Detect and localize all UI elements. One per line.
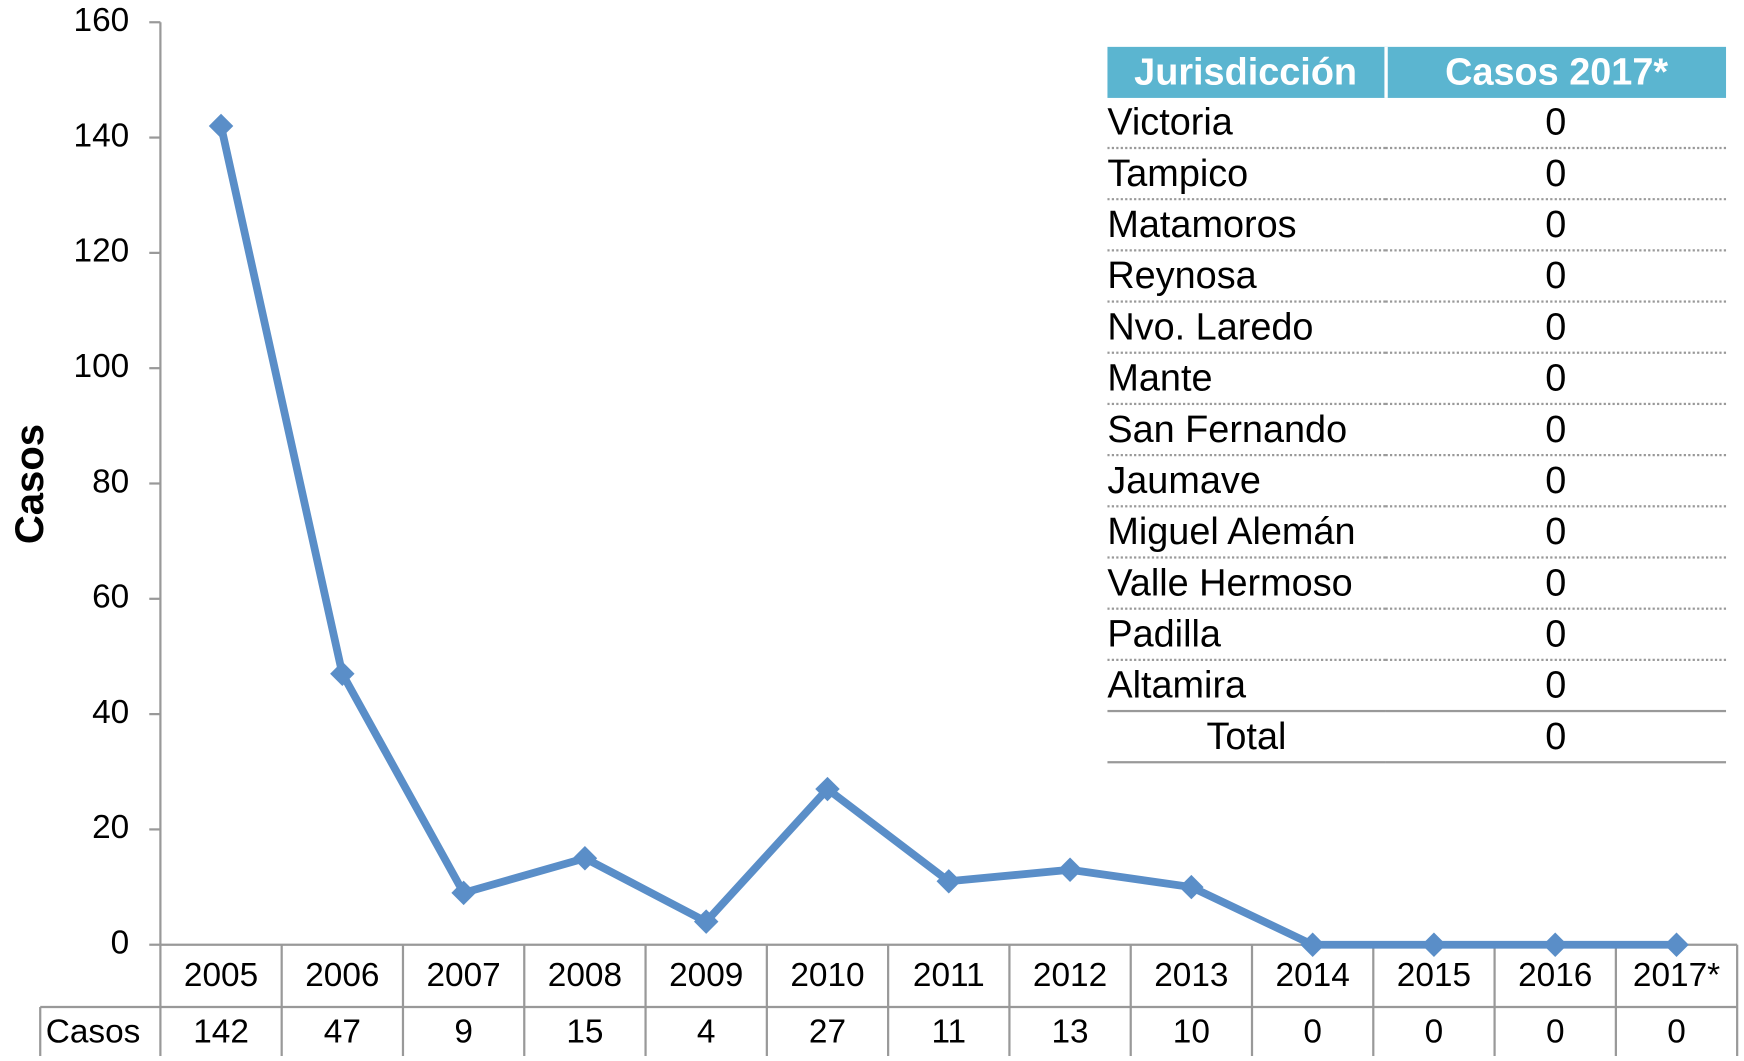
table-row: Miguel Alemán 0 xyxy=(1107,506,1727,559)
x-tick-label: 2007 xyxy=(426,957,500,994)
case-count: 0 xyxy=(1385,199,1727,252)
table-value: 13 xyxy=(1052,1014,1089,1051)
marker xyxy=(1057,857,1083,883)
table-value: 9 xyxy=(454,1014,473,1051)
column-header: Jurisdicción xyxy=(1107,46,1386,98)
y-tick-label: 20 xyxy=(92,809,129,846)
marker xyxy=(1300,932,1325,957)
y-tick-label: 80 xyxy=(92,463,129,500)
case-count: 0 xyxy=(1385,659,1727,713)
case-count: 0 xyxy=(1385,557,1727,610)
case-count: 0 xyxy=(1385,352,1727,406)
table-value: 47 xyxy=(324,1014,361,1051)
jurisdiction-name: Altamira xyxy=(1107,659,1386,713)
column-header: Casos 2017* xyxy=(1383,46,1727,98)
table-value: 10 xyxy=(1173,1014,1210,1051)
table-row: San Fernando 0 xyxy=(1107,403,1727,457)
table-row-label: Casos xyxy=(46,1014,141,1051)
y-tick-label: 120 xyxy=(74,233,130,270)
jurisdiction-name: Reynosa xyxy=(1107,250,1386,303)
table-row: Matamoros 0 xyxy=(1107,199,1727,252)
x-tick-label: 2010 xyxy=(790,957,864,994)
case-count: 0 xyxy=(1385,250,1727,303)
jurisdiction-name: San Fernando xyxy=(1107,403,1386,457)
table-row: Reynosa 0 xyxy=(1107,250,1727,303)
x-tick-label: 2017* xyxy=(1633,957,1720,994)
table-row: Jaumave 0 xyxy=(1107,455,1727,508)
x-tick-label: 2011 xyxy=(913,957,985,994)
marker xyxy=(1542,932,1568,957)
y-tick-label: 160 xyxy=(74,2,130,39)
jurisdiction-name: Valle Hermoso xyxy=(1107,557,1386,610)
header-row: Jurisdicción Casos 2017* xyxy=(1107,46,1727,98)
y-tick-label: 60 xyxy=(92,579,129,616)
table-row: Altamira 0 xyxy=(1107,659,1727,713)
table-value: 0 xyxy=(1425,1014,1444,1051)
x-tick-label: 2015 xyxy=(1397,957,1471,994)
jurisdiction-name: Jaumave xyxy=(1107,455,1386,508)
y-tick-label: 40 xyxy=(92,694,129,731)
jurisdiction-table: Jurisdicción Casos 2017* Victoria 0 Tampico 0… xyxy=(1107,46,1727,764)
table-row: Tampico 0 xyxy=(1107,147,1727,201)
case-count: 0 xyxy=(1385,608,1727,661)
case-count: 0 xyxy=(1385,506,1727,559)
x-tick-label: 2016 xyxy=(1518,957,1592,994)
marker xyxy=(572,846,598,871)
table-row: Valle Hermoso 0 xyxy=(1107,557,1727,610)
table-value: 0 xyxy=(1546,1014,1565,1051)
case-count: 0 xyxy=(1385,301,1727,354)
marker xyxy=(451,880,476,906)
marker xyxy=(1664,932,1689,957)
jurisdiction-name: Matamoros xyxy=(1107,199,1386,252)
x-tick-label: 2006 xyxy=(305,957,379,994)
table-value: 142 xyxy=(193,1014,249,1051)
table-row: Nvo. Laredo 0 xyxy=(1107,301,1727,354)
y-tick-label: 140 xyxy=(74,117,130,154)
table-row: Victoria 0 xyxy=(1107,97,1727,150)
y-axis-label: Casos xyxy=(8,424,52,544)
x-tick-label: 2008 xyxy=(548,957,622,994)
table-value: 27 xyxy=(809,1014,846,1051)
jurisdiction-name: Nvo. Laredo xyxy=(1107,301,1386,354)
jurisdiction-name: Miguel Alemán xyxy=(1107,506,1386,559)
table-value: 11 xyxy=(931,1014,966,1051)
table-row: Padilla 0 xyxy=(1107,608,1727,661)
table-row: Total 0 xyxy=(1107,709,1727,764)
table-value: 0 xyxy=(1667,1014,1686,1051)
marker xyxy=(1421,932,1447,957)
jurisdiction-name: Tampico xyxy=(1107,147,1386,201)
table-value: 15 xyxy=(566,1014,603,1051)
jurisdiction-name: Mante xyxy=(1107,352,1386,406)
jurisdiction-name: Victoria xyxy=(1107,97,1386,150)
case-count: 0 xyxy=(1385,147,1727,201)
case-count: 0 xyxy=(1385,455,1727,508)
y-tick-label: 0 xyxy=(111,925,130,962)
jurisdiction-name: Padilla xyxy=(1107,608,1386,661)
marker xyxy=(208,113,234,139)
x-tick-label: 2009 xyxy=(669,957,743,994)
x-tick-label: 2012 xyxy=(1033,957,1107,994)
x-tick-label: 2014 xyxy=(1276,957,1350,994)
table-row: Mante 0 xyxy=(1107,352,1727,406)
jurisdiction-name: Total xyxy=(1107,709,1386,764)
x-tick-label: 2013 xyxy=(1154,957,1228,994)
table-value: 4 xyxy=(697,1014,716,1051)
y-tick-label: 100 xyxy=(74,348,130,385)
case-count: 0 xyxy=(1385,709,1727,764)
table-value: 0 xyxy=(1303,1014,1322,1051)
case-count: 0 xyxy=(1385,97,1727,150)
x-tick-label: 2005 xyxy=(184,957,258,994)
case-count: 0 xyxy=(1385,403,1727,457)
